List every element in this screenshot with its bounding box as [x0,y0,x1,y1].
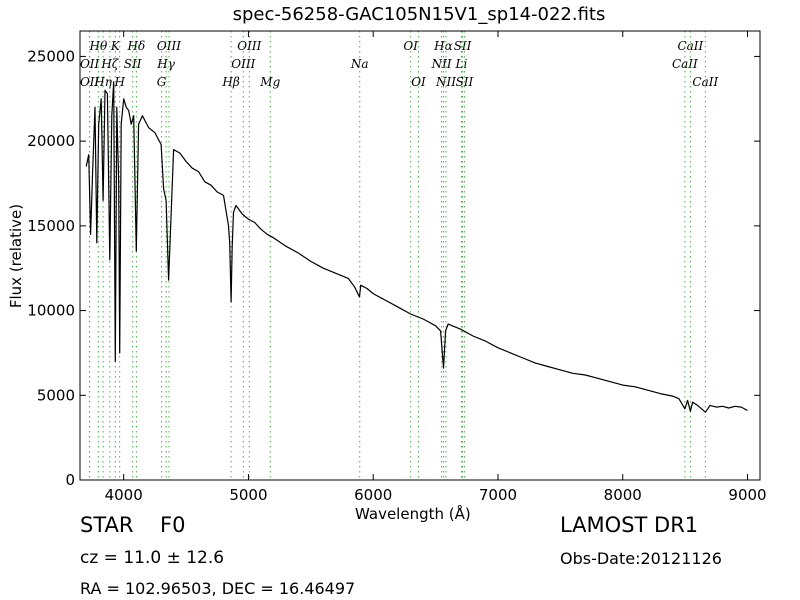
redshift-text: cz = 11.0 ± 12.6 [80,548,225,568]
y-tick-label: 15000 [27,217,75,235]
spectral-line-label: Hθ [88,39,107,53]
spectral-line-label: Hη [93,75,112,89]
spectral-line-label: Mg [259,75,280,89]
spectral-line-label: Hγ [156,57,175,71]
spectral-line-label: CaII [677,39,703,53]
spectral-line-label: OII [80,57,100,71]
x-tick-label: 5000 [229,486,267,504]
x-tick-label: 8000 [604,486,642,504]
y-tick-label: 10000 [27,302,75,320]
spectral-line-label: K [110,39,121,53]
y-tick-label: 20000 [27,132,75,150]
spectral-line-label: Hδ [127,39,146,53]
spectral-line-label: OII [80,75,100,89]
spectral-line-label: SII [124,57,142,71]
object-class: STAR [80,513,134,537]
spectral-line-label: Hβ [221,75,239,89]
object-subclass: F0 [160,513,186,537]
spectral-line-label: CaII [672,57,698,71]
spectral-line-label: NII [435,75,456,89]
x-tick-label: 9000 [728,486,766,504]
x-axis-label: Wavelength (Å) [355,505,471,523]
spectral-line-label: Hα [433,39,453,53]
spectral-line-label: SII [456,75,474,89]
obs-date: Obs-Date:20121126 [560,549,722,568]
ra-dec: RA = 102.96503, DEC = 16.46497 [80,579,356,598]
y-tick-label: 0 [65,471,75,489]
x-tick-label: 4000 [105,486,143,504]
spectral-line-label: G [157,75,167,89]
spectrum-series-line [85,81,748,413]
spectral-line-label: OI [403,39,418,53]
spectral-line-label: SII [454,39,472,53]
spectral-line-label: Li [455,57,468,71]
spectral-line-label: OIII [237,39,261,53]
survey-name: LAMOST DR1 [560,513,699,537]
chart-title: spec-56258-GAC105N15V1_sp14-022.fits [232,4,606,25]
y-axis-label: Flux (relative) [7,203,25,309]
spectral-line-label: H [113,75,125,89]
spectral-line-label: CaII [692,75,718,89]
plot-frame [79,30,761,481]
spectral-line-label: Hζ [100,57,119,71]
y-tick-label: 5000 [37,386,75,404]
x-tick-label: 6000 [354,486,392,504]
spectral-line-label: OIII [231,57,255,71]
spectral-line-label: NII [431,57,452,71]
x-tick-label: 7000 [479,486,517,504]
y-tick-label: 25000 [27,47,75,65]
spectral-line-label: OIII [157,39,181,53]
spectral-line-label: Na [350,57,369,71]
spectral-line-label: OI [411,75,426,89]
